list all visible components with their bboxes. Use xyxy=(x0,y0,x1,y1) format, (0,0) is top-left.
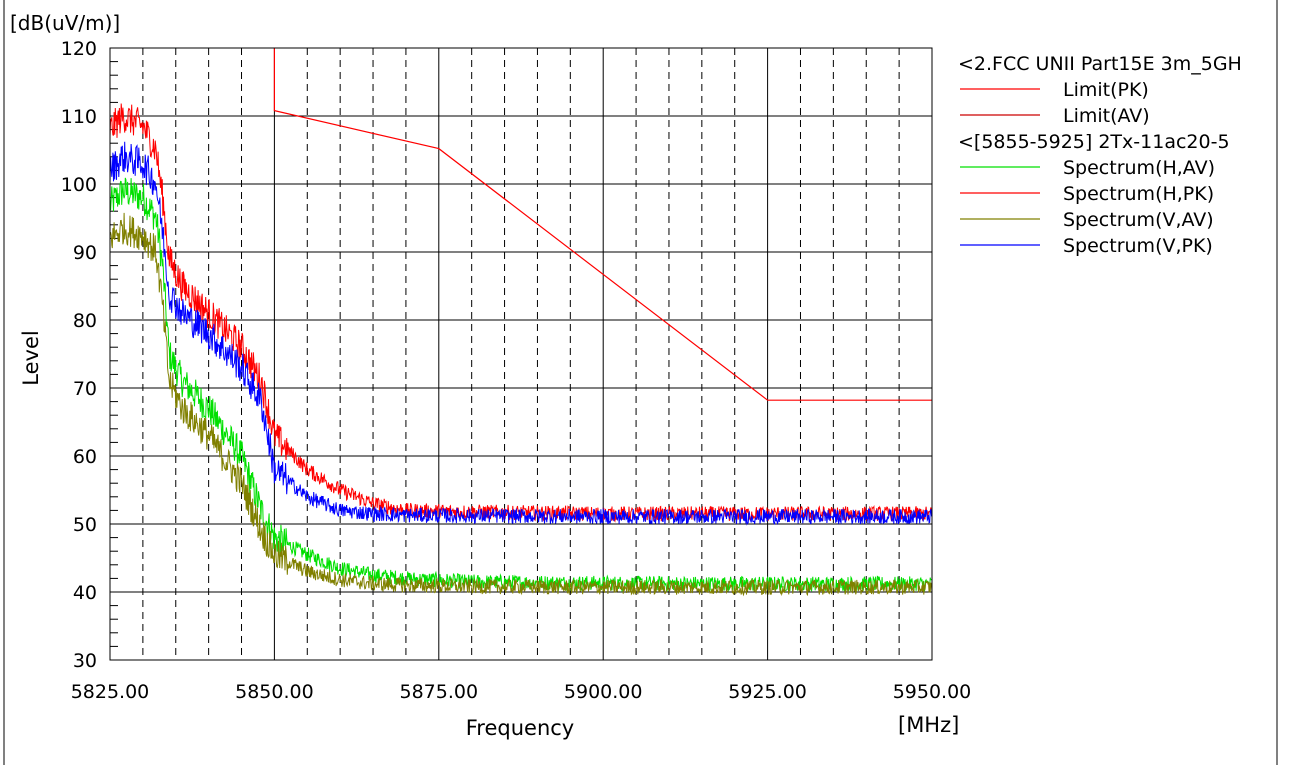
y-tick-label: 80 xyxy=(73,310,97,332)
x-unit-label: [MHz] xyxy=(898,713,959,737)
y-tick-label: 90 xyxy=(73,242,97,264)
x-axis-label: Frequency xyxy=(466,716,575,740)
x-tick-label: 5875.00 xyxy=(400,681,479,703)
legend: <2.FCC UNII Part15E 3m_5GH Limit(PK) Limit… xyxy=(958,53,1242,257)
plot-border xyxy=(109,47,933,661)
y-tick-label: 60 xyxy=(73,446,97,468)
spectrum-trace xyxy=(109,103,933,523)
x-tick-label: 5825.00 xyxy=(71,681,150,703)
x-tick-label: 5850.00 xyxy=(235,681,314,703)
x-tick-label: 5950.00 xyxy=(893,681,972,703)
legend-entry: Spectrum(V,AV) xyxy=(1063,209,1214,231)
legend-entry: Spectrum(V,PK) xyxy=(1063,235,1213,257)
spectrum-trace xyxy=(109,212,933,597)
legend-entry: Spectrum(H,PK) xyxy=(1063,183,1214,205)
grid xyxy=(110,48,932,660)
legend-entry: Spectrum(H,AV) xyxy=(1063,157,1215,179)
y-tick-label: 100 xyxy=(61,174,97,196)
series-layer xyxy=(109,48,933,597)
legend-group-title: <2.FCC UNII Part15E 3m_5GH xyxy=(958,53,1242,75)
plot-frame xyxy=(109,47,933,661)
limit-line xyxy=(273,48,932,401)
y-tick-label: 120 xyxy=(61,38,97,60)
spectrum-trace xyxy=(109,177,933,593)
legend-entry: Limit(PK) xyxy=(1063,79,1149,101)
y-tick-label: 40 xyxy=(73,582,97,604)
y-axis-label: Level xyxy=(19,330,43,385)
y-unit-label: [dB(uV/m)] xyxy=(10,11,120,35)
tick-labels: 30 40 50 60 70 80 90 100 110 120 5825.00 5850.00 587… xyxy=(61,38,972,703)
y-tick-label: 50 xyxy=(73,514,97,536)
spectrum-trace xyxy=(109,141,933,526)
y-tick-label: 110 xyxy=(61,106,97,128)
legend-entry: Limit(AV) xyxy=(1063,105,1150,127)
y-tick-label: 70 xyxy=(73,378,97,400)
y-tick-label: 30 xyxy=(73,650,97,672)
x-tick-label: 5925.00 xyxy=(728,681,807,703)
x-tick-label: 5900.00 xyxy=(564,681,643,703)
legend-group-title: <[5855-5925] 2Tx-11ac20-5 xyxy=(958,131,1230,153)
